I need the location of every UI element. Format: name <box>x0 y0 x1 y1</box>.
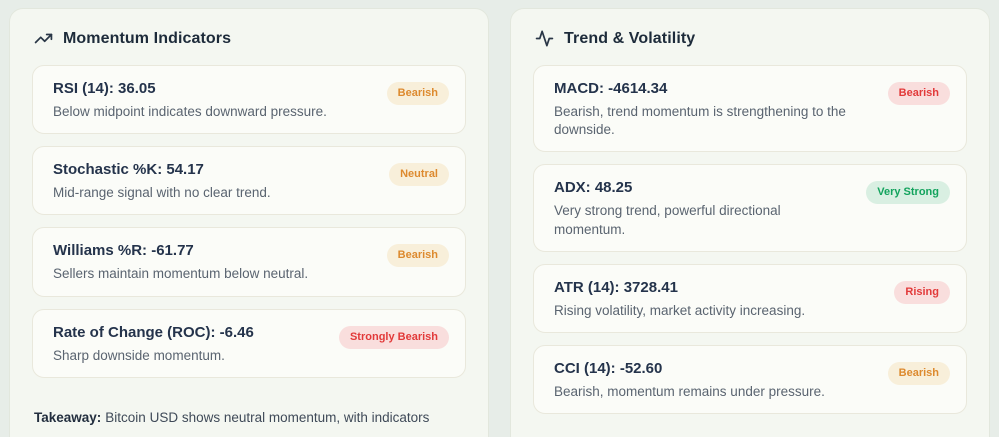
metric-description: Very strong trend, powerful directional … <box>554 203 781 237</box>
card-main: ADX: 48.25 Very strong trend, powerful d… <box>554 177 854 238</box>
signal-badge: Bearish <box>386 82 449 105</box>
indicator-card: Williams %R: -61.77 Sellers maintain mom… <box>32 227 466 297</box>
metric-value: MACD: -4614.34 <box>554 80 668 97</box>
metric-value: ATR (14): 3728.41 <box>554 278 678 296</box>
signal-badge: Bearish <box>386 244 449 268</box>
metric-description: Mid-range signal with no clear trend. <box>53 185 271 201</box>
indicator-card: RSI (14): 36.05 Below midpoint indicates… <box>32 65 466 135</box>
trending-up-icon <box>34 29 53 48</box>
card-main: ATR (14): 3728.41 Rising volatility, mar… <box>554 277 805 320</box>
metric-value: Rate of Change (ROC): -6.46 <box>53 323 254 341</box>
metric-description: Rising volatility, market activity incre… <box>554 302 806 318</box>
signal-badge: Rising <box>894 280 950 304</box>
metric-description: Sellers maintain momentum below neutral. <box>53 266 309 282</box>
signal-badge: Neutral <box>389 163 449 187</box>
activity-icon <box>535 29 554 48</box>
indicator-card: Rate of Change (ROC): -6.46 Sharp downsi… <box>32 308 466 378</box>
card-list: RSI (14): 36.05 Below midpoint indicates… <box>32 65 466 378</box>
metric-description: Bearish, trend momentum is strengthening… <box>554 104 846 138</box>
indicator-panel: Trend & Volatility MACD: -4614.34 Bearis… <box>510 8 990 437</box>
card-main: Williams %R: -61.77 Sellers maintain mom… <box>53 240 308 283</box>
indicator-panel: Momentum Indicators RSI (14): 36.05 Belo… <box>9 8 489 437</box>
indicator-card: Stochastic %K: 54.17 Mid-range signal wi… <box>32 146 466 216</box>
signal-badge: Bearish <box>887 362 950 386</box>
indicator-card: CCI (14): -52.60 Bearish, momentum remai… <box>533 345 967 415</box>
takeaway: Takeaway: Bitcoin USD shows neutral momen… <box>34 405 464 437</box>
metric-value: Stochastic %K: 54.17 <box>53 161 204 179</box>
indicator-card: ATR (14): 3728.41 Rising volatility, mar… <box>533 263 967 334</box>
metric-value: Williams %R: -61.77 <box>53 242 194 260</box>
card-main: RSI (14): 36.05 Below midpoint indicates… <box>53 78 327 121</box>
metric-value: CCI (14): -52.60 <box>554 360 663 378</box>
card-main: CCI (14): -52.60 Bearish, momentum remai… <box>554 358 825 401</box>
panel-title: Trend & Volatility <box>564 29 696 47</box>
metric-value: ADX: 48.25 <box>554 179 633 197</box>
takeaway-text: Bitcoin USD shows neutral momentum, with… <box>34 409 430 437</box>
signal-badge: Very Strong <box>866 181 950 205</box>
card-main: MACD: -4614.34 Bearish, trend momentum i… <box>554 78 876 139</box>
metric-description: Below midpoint indicates downward pressu… <box>53 104 327 119</box>
signal-badge: Strongly Bearish <box>338 325 449 349</box>
signal-badge: Bearish <box>887 82 950 105</box>
card-list: MACD: -4614.34 Bearish, trend momentum i… <box>533 65 967 415</box>
takeaway-label: Takeaway: <box>34 409 102 425</box>
metric-description: Bearish, momentum remains under pressure… <box>554 384 825 400</box>
panel-title: Momentum Indicators <box>63 29 232 47</box>
indicator-card: MACD: -4614.34 Bearish, trend momentum i… <box>533 65 967 153</box>
indicator-card: ADX: 48.25 Very strong trend, powerful d… <box>533 164 967 252</box>
panel-header: Momentum Indicators <box>34 29 466 48</box>
card-main: Rate of Change (ROC): -6.46 Sharp downsi… <box>53 322 254 365</box>
metric-description: Sharp downside momentum. <box>53 347 225 363</box>
metric-value: RSI (14): 36.05 <box>53 80 156 97</box>
card-main: Stochastic %K: 54.17 Mid-range signal wi… <box>53 159 271 202</box>
panel-header: Trend & Volatility <box>535 29 967 48</box>
